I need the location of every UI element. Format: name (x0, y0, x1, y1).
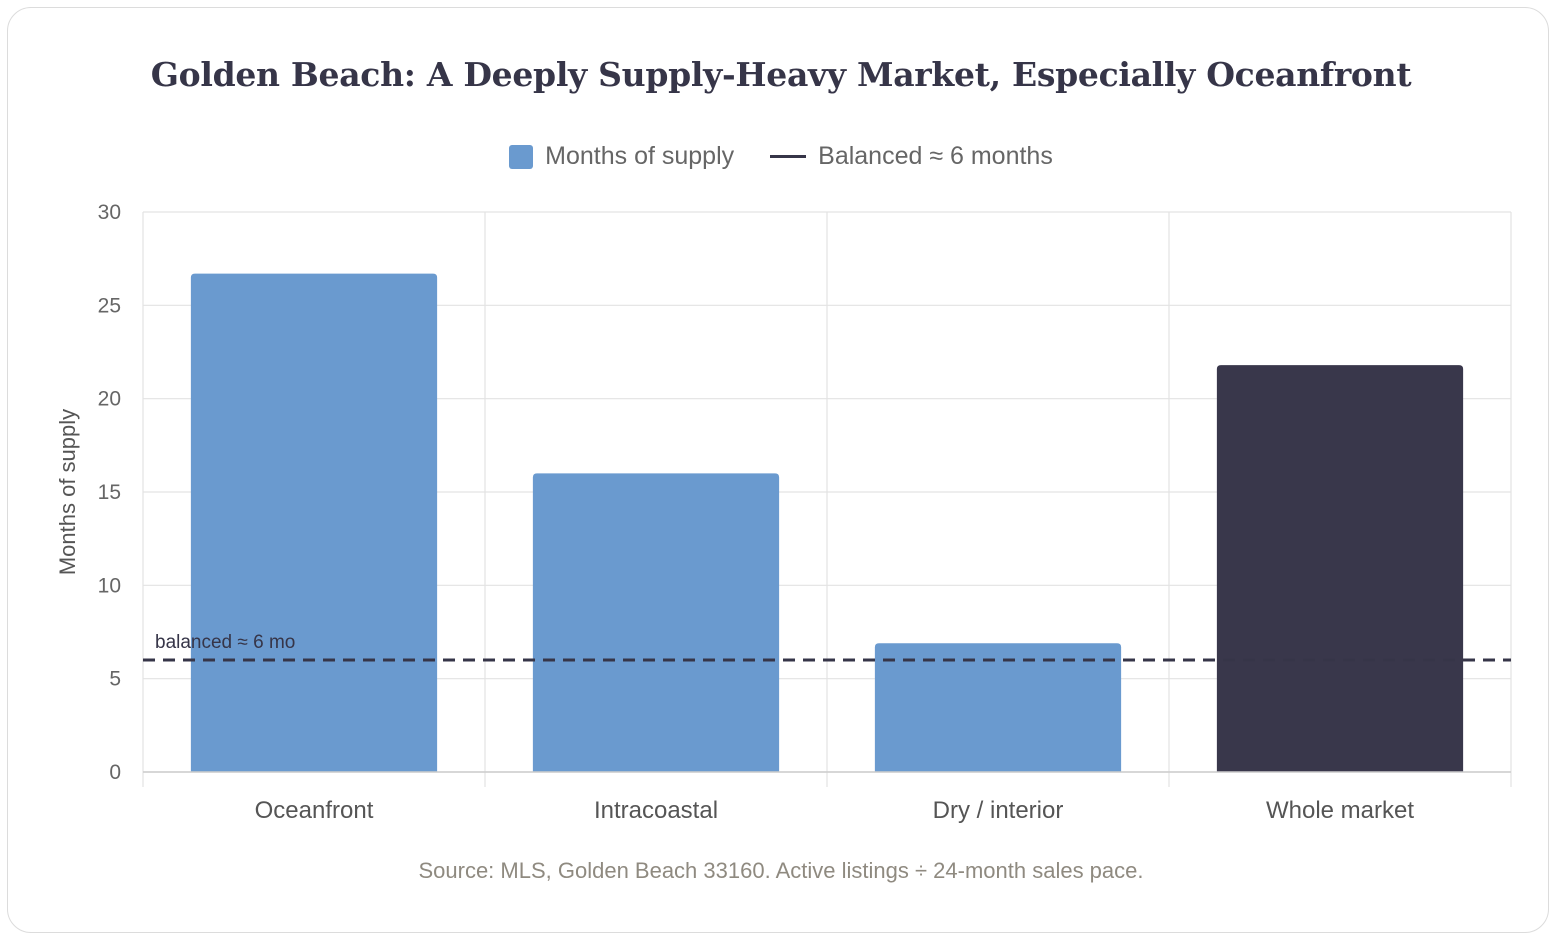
legend-swatch-line (770, 155, 807, 158)
reference-line-annotation: balanced ≈ 6 mo (155, 632, 295, 653)
reference-line: balanced ≈ 6 mo (143, 632, 1511, 662)
x-category-label: Oceanfront (255, 797, 374, 824)
bar-oceanfront (190, 273, 438, 772)
legend: Months of supply Balanced ≈ 6 months (0, 142, 1562, 171)
bar-whole-market (1216, 365, 1464, 772)
legend-label-months-of-supply: Months of supply (545, 142, 735, 170)
legend-label-balanced: Balanced ≈ 6 months (818, 142, 1053, 170)
legend-item-months-of-supply[interactable]: Months of supply (509, 142, 734, 171)
y-tick-labels: 0 5 10 15 20 25 30 (98, 201, 121, 784)
x-category-label: Dry / interior (933, 797, 1064, 824)
y-tick-label: 5 (109, 668, 121, 691)
y-tick-label: 10 (98, 574, 121, 597)
bar-intracoastal (532, 473, 780, 772)
y-axis-label: Months of supply (55, 409, 80, 575)
x-category-label: Whole market (1266, 797, 1414, 824)
x-category-label: Intracoastal (594, 797, 718, 824)
bars (190, 273, 1464, 772)
chart-title: Golden Beach: A Deeply Supply-Heavy Mark… (150, 55, 1412, 94)
legend-item-balanced[interactable]: Balanced ≈ 6 months (770, 142, 1053, 171)
y-tick-label: 20 (98, 388, 121, 411)
legend-swatch-bar (509, 144, 534, 169)
y-tick-label: 30 (98, 201, 121, 224)
x-category-labels: Oceanfront Intracoastal Dry / interior Whol… (255, 797, 1415, 824)
y-tick-label: 25 (98, 294, 121, 317)
bar-dry-interior (874, 643, 1122, 772)
y-tick-label: 15 (98, 481, 121, 504)
source-note: Source: MLS, Golden Beach 33160. Active … (418, 858, 1144, 883)
y-tick-label: 0 (109, 761, 121, 784)
